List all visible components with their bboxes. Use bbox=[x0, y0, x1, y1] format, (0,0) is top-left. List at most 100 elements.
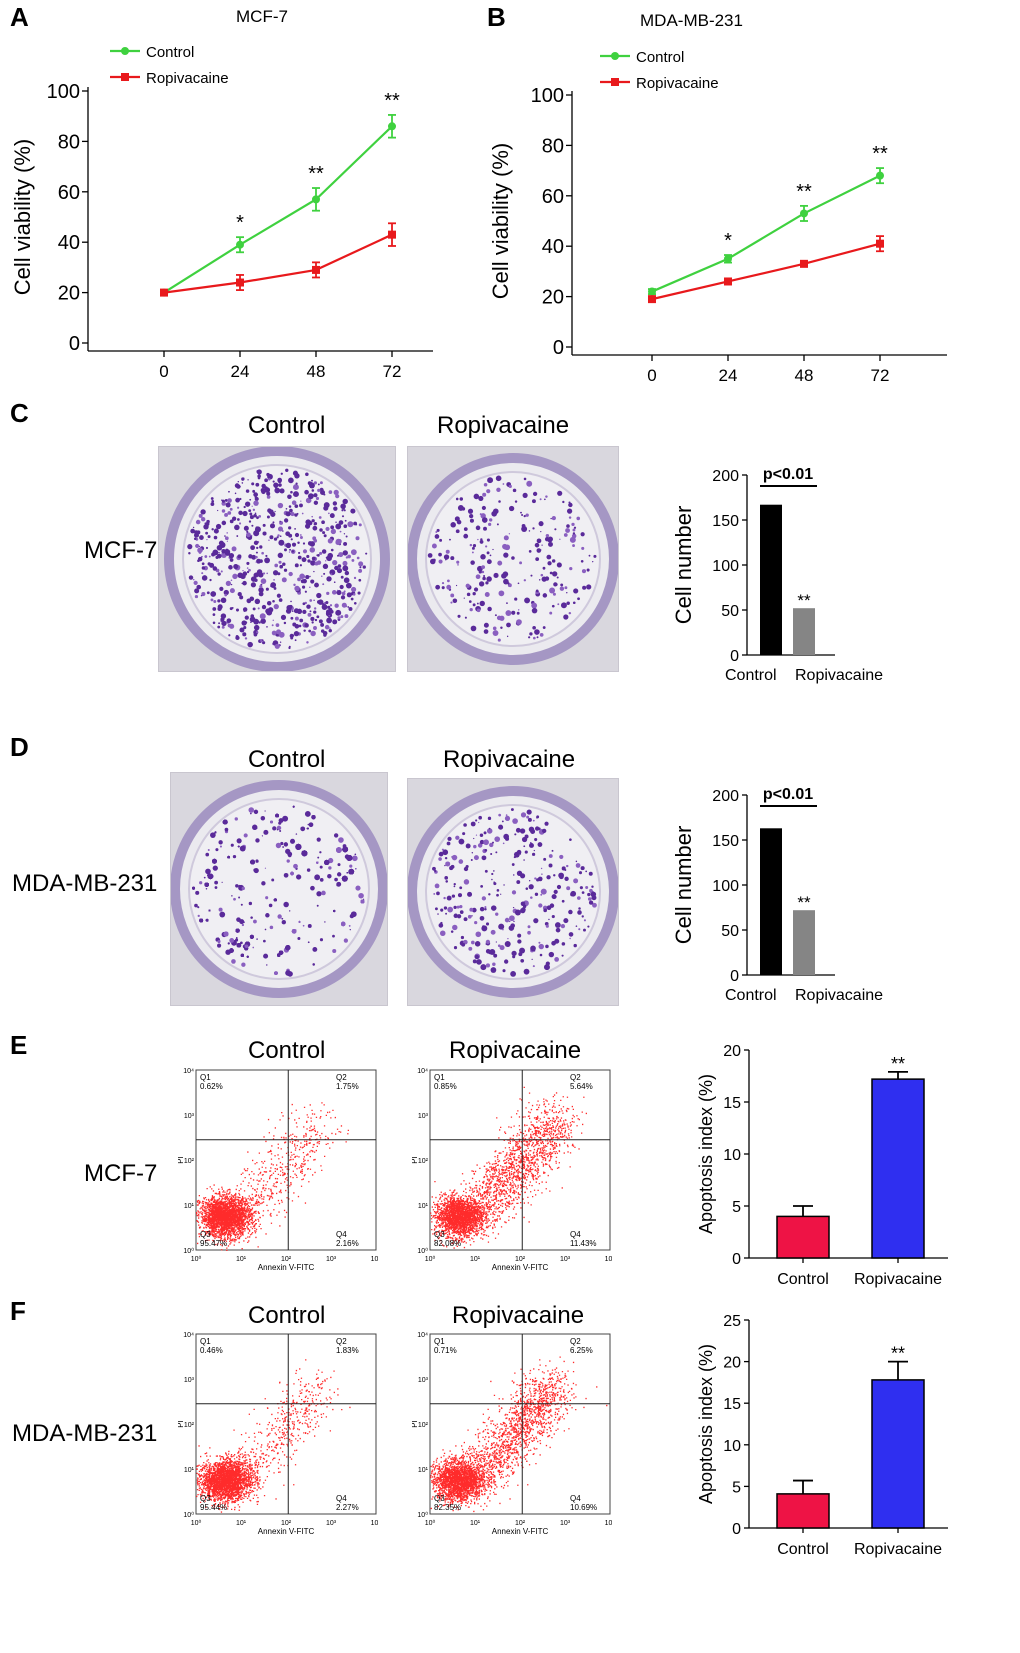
flow-y-tick-label: 10² bbox=[184, 1158, 195, 1165]
x-tick-label: 72 bbox=[871, 366, 890, 385]
flow-x-tick-label: 10⁰ bbox=[191, 1519, 202, 1527]
x-tick-label: Ropivacaine bbox=[795, 667, 883, 684]
y-tick-label: 100 bbox=[712, 878, 739, 895]
colony-dish-control-d bbox=[170, 772, 388, 1006]
data-point-control bbox=[800, 209, 808, 218]
x-tick-label: Ropivacaine bbox=[795, 987, 883, 1004]
flow-y-axis-label: PI bbox=[178, 1420, 185, 1428]
flow-y-tick-label: 10¹ bbox=[184, 1203, 195, 1210]
flow-y-tick-label: 10⁴ bbox=[417, 1332, 428, 1339]
x-tick-label: Control bbox=[725, 987, 777, 1004]
flow-y-tick-label: 10¹ bbox=[418, 1203, 429, 1210]
x-tick-label: Ropivacaine bbox=[854, 1271, 942, 1288]
data-point-ropivacaine bbox=[312, 265, 320, 274]
x-tick-label: 48 bbox=[307, 362, 326, 381]
flow-row-label-e: MCF-7 bbox=[84, 1160, 158, 1187]
colony-col-label-ropivacaine-c: Ropivacaine bbox=[437, 412, 570, 439]
y-axis-label: Apoptosis index (%) bbox=[696, 1074, 716, 1234]
quadrant-q2-label: Q2 bbox=[336, 1337, 347, 1346]
bar-chart-colony-mcf7: 0 50 100 150 200 Cell number ** Control Ropivaca… bbox=[671, 466, 883, 684]
data-point-control bbox=[724, 254, 732, 263]
quadrant-q1-label: 0.62% bbox=[200, 1082, 223, 1091]
quadrant-q1-label: Q1 bbox=[434, 1073, 445, 1082]
flow-x-axis-label: Annexin V-FITC bbox=[258, 1527, 315, 1536]
flow-y-tick-label: 10⁰ bbox=[417, 1247, 428, 1255]
y-tick-label: 0 bbox=[553, 337, 564, 359]
flow-x-tick-label: 10² bbox=[515, 1520, 526, 1527]
flow-x-tick-label: 10² bbox=[281, 1256, 292, 1263]
flow-x-axis-label: Annexin V-FITC bbox=[258, 1263, 315, 1272]
flow-x-axis-label: Annexin V-FITC bbox=[492, 1527, 549, 1536]
y-tick-label: 10 bbox=[723, 1147, 741, 1164]
y-tick-label: 5 bbox=[732, 1199, 741, 1216]
quadrant-q3-label: Q3 bbox=[434, 1230, 445, 1239]
y-tick-label: 100 bbox=[712, 558, 739, 575]
y-tick-label: 20 bbox=[58, 283, 80, 305]
quadrant-q4-label: Q4 bbox=[570, 1494, 581, 1503]
p-value-annotation: p<0.01 bbox=[763, 466, 813, 483]
significance-mark: ** bbox=[796, 181, 812, 203]
x-tick-label: 24 bbox=[719, 366, 738, 385]
y-tick-label: 0 bbox=[730, 968, 739, 985]
legend-marker bbox=[611, 52, 619, 60]
quadrant-q2-label: Q2 bbox=[570, 1337, 581, 1346]
p-value-annotation: p<0.01 bbox=[763, 786, 813, 803]
colony-row-label-c: MCF-7 bbox=[84, 537, 158, 564]
quadrant-q2-label: Q2 bbox=[570, 1073, 581, 1082]
series-line-ropivacaine bbox=[163, 233, 393, 294]
flow-x-tick-label: 10³ bbox=[326, 1520, 337, 1527]
y-axis-label: Cell viability (%) bbox=[488, 143, 513, 299]
panel-letter-e: E bbox=[10, 1030, 28, 1060]
bar-control bbox=[760, 504, 782, 655]
x-tick-label: Control bbox=[725, 667, 777, 684]
chart-title: MCF-7 bbox=[236, 7, 288, 26]
flow-y-tick-label: 10² bbox=[184, 1422, 195, 1429]
quadrant-q2-label: 1.75% bbox=[336, 1082, 359, 1091]
flow-x-tick-label: 10³ bbox=[560, 1256, 571, 1263]
flow-y-tick-label: 10³ bbox=[418, 1377, 429, 1384]
flow-x-tick-label: 10⁴ bbox=[371, 1256, 378, 1263]
y-tick-label: 0 bbox=[730, 648, 739, 665]
y-tick-label: 25 bbox=[723, 1313, 741, 1330]
y-tick-label: 40 bbox=[542, 236, 564, 258]
bar-ropivacaine bbox=[793, 608, 815, 655]
flow-x-tick-label: 10⁴ bbox=[371, 1520, 378, 1527]
bar-ropivacaine bbox=[871, 1379, 925, 1529]
flow-y-tick-label: 10² bbox=[418, 1422, 429, 1429]
line-chart-mcf7: MCF-7 0 20 40 60 80 100 0 24 48 72 Cell viability (… bbox=[10, 7, 433, 381]
significance-mark: ** bbox=[891, 1054, 905, 1074]
panel-letter-a: A bbox=[10, 2, 29, 32]
bar-ropivacaine bbox=[871, 1078, 925, 1259]
quadrant-q1-label: 0.46% bbox=[200, 1346, 223, 1355]
x-tick-label: 0 bbox=[647, 366, 656, 385]
quadrant-q2-label: 1.83% bbox=[336, 1346, 359, 1355]
flow-x-axis-label: Annexin V-FITC bbox=[492, 1263, 549, 1272]
legend-label: Ropivacaine bbox=[636, 75, 719, 92]
flow-x-tick-label: 10⁰ bbox=[425, 1255, 436, 1263]
y-tick-label: 200 bbox=[712, 788, 739, 805]
quadrant-q3-label: Q3 bbox=[200, 1494, 211, 1503]
flow-scatter-dots bbox=[430, 1086, 587, 1249]
data-point-ropivacaine bbox=[724, 277, 732, 286]
y-tick-label: 100 bbox=[531, 85, 564, 107]
line-chart-mda: MDA-MB-231 0 20 40 60 80 100 0 24 48 72 Cell viabil… bbox=[488, 11, 947, 385]
x-tick-label: 24 bbox=[231, 362, 250, 381]
quadrant-q3-label: 95.47% bbox=[200, 1239, 227, 1248]
significance-mark: ** bbox=[797, 591, 811, 610]
y-tick-label: 20 bbox=[723, 1355, 741, 1372]
flow-row-label-f: MDA-MB-231 bbox=[12, 1420, 158, 1447]
y-tick-label: 60 bbox=[542, 186, 564, 208]
x-tick-label: Ropivacaine bbox=[854, 1541, 942, 1558]
quadrant-q1-label: 0.85% bbox=[434, 1082, 457, 1091]
data-point-control bbox=[236, 240, 244, 249]
y-tick-label: 0 bbox=[69, 333, 80, 355]
legend-marker bbox=[121, 73, 129, 81]
quadrant-q4-label: 2.16% bbox=[336, 1239, 359, 1248]
series-line-ropivacaine bbox=[651, 242, 881, 301]
y-tick-label: 10 bbox=[723, 1438, 741, 1455]
bar-chart-colony-mda: 0 50 100 150 200 Cell number ** Control Ropivaca… bbox=[671, 786, 883, 1004]
flow-x-tick-label: 10¹ bbox=[470, 1520, 481, 1527]
